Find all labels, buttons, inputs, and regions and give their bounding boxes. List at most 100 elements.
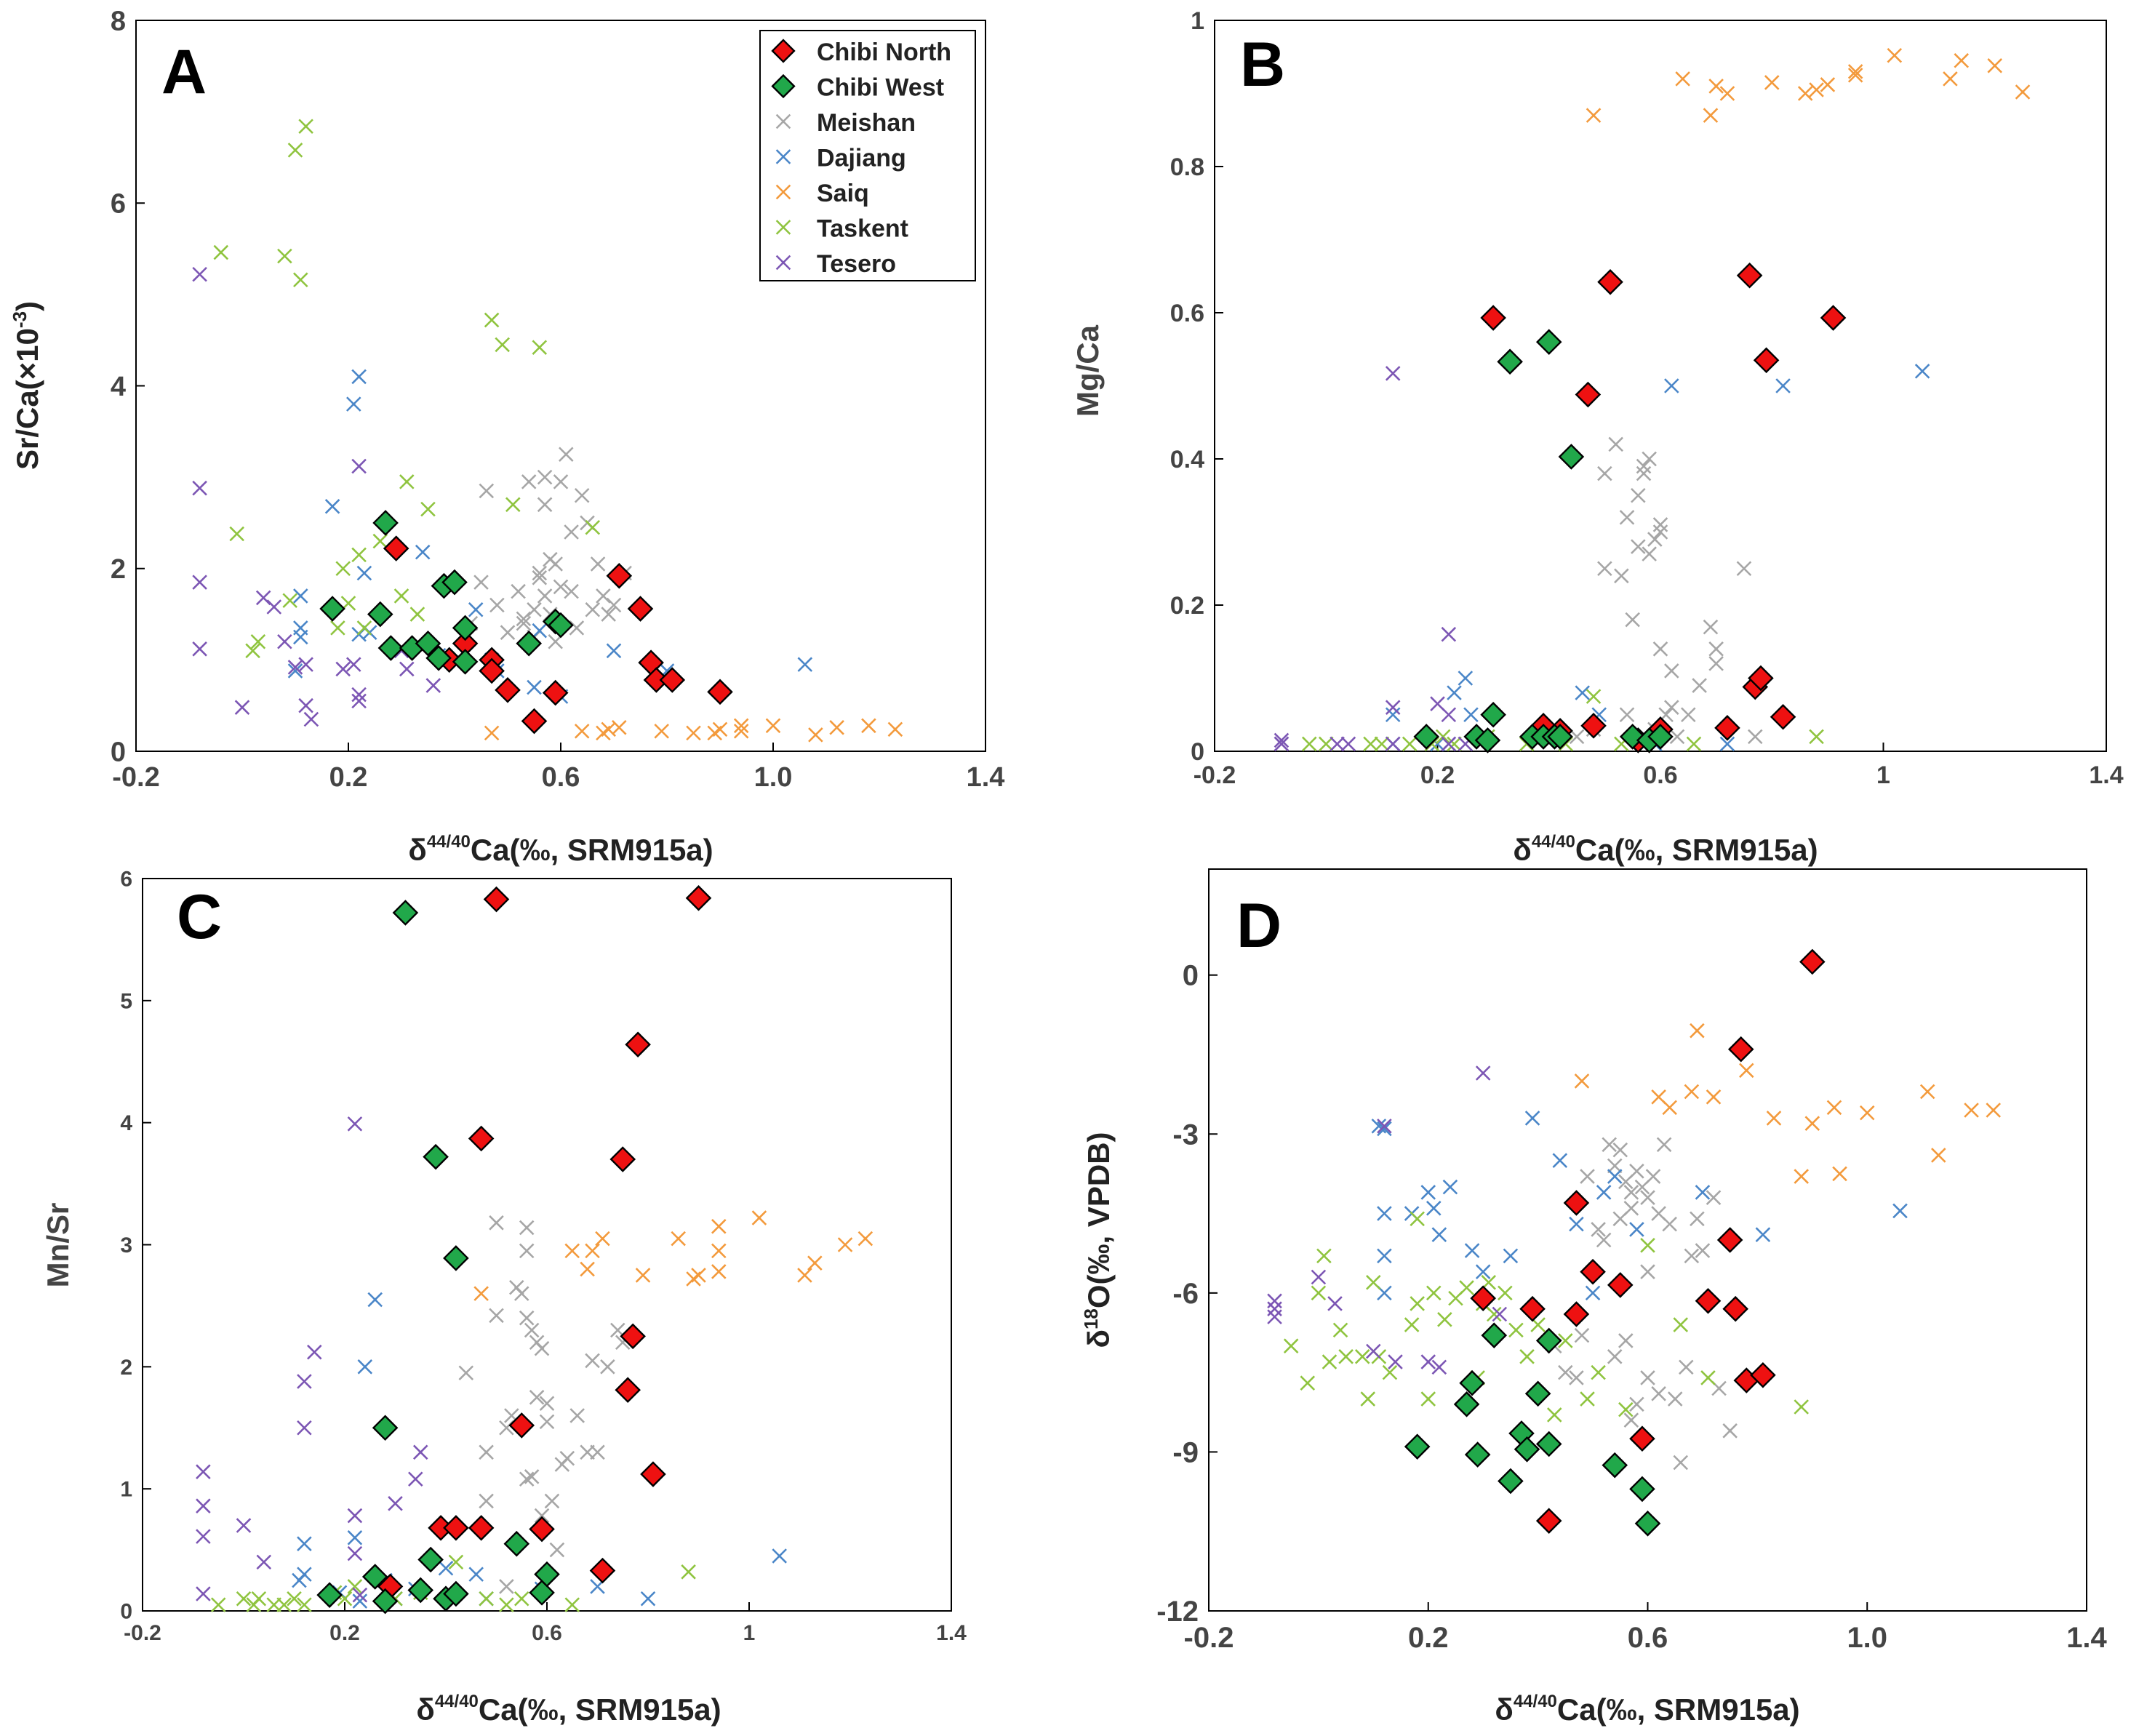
point-meishan-c-13 [529, 1390, 545, 1405]
x-tick-label-d-4: 1.4 [2066, 1622, 2107, 1654]
point-saiq-d-10 [1826, 1100, 1842, 1116]
point-meishan-a-5 [511, 583, 526, 599]
point-chibi-north-c-11 [620, 1323, 646, 1350]
series-meishan-c [458, 1215, 631, 1594]
y-tick-label-b-1: 0.2 [1170, 592, 1204, 620]
point-dajiang-d-6 [1420, 1185, 1436, 1200]
point-dajiang-d-11 [1475, 1264, 1491, 1279]
point-taskent-d-28 [1546, 1407, 1562, 1423]
point-meishan-a-21 [569, 620, 585, 636]
plot-frame-d [1208, 868, 2087, 1612]
point-chibi-west-c-5 [407, 1577, 434, 1604]
point-chibi-west-c-12 [529, 1580, 555, 1606]
point-tesero-d-4 [1327, 1296, 1343, 1311]
data-points-d [1267, 948, 2002, 1537]
point-chibi-west-b-11 [1619, 724, 1646, 750]
point-dajiang-a-6 [351, 369, 367, 385]
point-taskent-c-13 [448, 1554, 464, 1570]
point-dajiang-a-2 [293, 629, 308, 645]
point-chibi-west-c-1 [361, 1564, 388, 1590]
y-tick-label-b-2: 0.4 [1170, 446, 1204, 473]
point-meishan-a-30 [516, 611, 532, 627]
point-chibi-north-b-11 [1748, 665, 1774, 692]
series-chibi-west-d [1404, 1322, 1661, 1537]
point-chibi-west-a-10 [452, 649, 479, 675]
point-chibi-north-c-14 [685, 885, 712, 911]
point-chibi-north-c-4 [468, 1125, 495, 1152]
point-taskent-d-29 [1558, 1333, 1573, 1348]
point-chibi-west-b-10 [1558, 444, 1585, 470]
point-meishan-d-2 [1569, 1370, 1584, 1385]
point-taskent-a-8 [298, 119, 313, 135]
point-meishan-b-8 [1631, 487, 1646, 503]
series-saiq-d [1574, 1023, 2002, 1184]
x-axis-label-c-delta: δ [416, 1692, 434, 1727]
point-chibi-north-c-7 [529, 1516, 555, 1543]
point-meishan-b-19 [1669, 729, 1685, 745]
point-meishan-a-17 [553, 579, 569, 595]
y-tick-label-c-5: 5 [120, 989, 132, 1013]
data-points-b [1274, 47, 2031, 753]
point-chibi-west-b-9 [1547, 724, 1573, 750]
legend-marker-saiq [775, 184, 791, 200]
point-meishan-d-20 [1645, 1169, 1661, 1184]
y-tick-label-a-3: 6 [111, 189, 126, 220]
point-meishan-d-3 [1574, 1327, 1590, 1343]
legend-box [759, 30, 976, 281]
point-chibi-west-b-0 [1413, 724, 1439, 750]
point-chibi-west-d-4 [1481, 1322, 1508, 1348]
series-chibi-north-d [1470, 948, 1826, 1534]
point-taskent-c-1 [236, 1591, 252, 1607]
point-meishan-c-18 [539, 1396, 555, 1411]
point-saiq-c-13 [797, 1268, 812, 1283]
point-tesero-c-5 [256, 1554, 272, 1570]
point-tesero-c-1 [196, 1498, 211, 1513]
point-tesero-c-12 [352, 1587, 368, 1603]
point-meishan-a-18 [553, 474, 569, 489]
point-chibi-north-d-1 [1519, 1295, 1546, 1322]
point-meishan-b-30 [1664, 700, 1679, 715]
point-saiq-b-2 [1703, 108, 1719, 123]
point-chibi-north-c-12 [625, 1031, 651, 1058]
point-taskent-a-7 [293, 272, 308, 288]
point-tesero-c-2 [196, 1529, 211, 1544]
point-tesero-a-2 [192, 575, 207, 590]
point-meishan-a-33 [564, 583, 579, 599]
point-tesero-c-4 [236, 1518, 252, 1533]
y-tick-label-c-2: 2 [120, 1356, 132, 1380]
point-chibi-north-c-5 [483, 886, 510, 913]
point-saiq-d-8 [1794, 1169, 1809, 1184]
point-meishan-d-25 [1673, 1455, 1689, 1471]
series-saiq-b [1586, 47, 2031, 123]
x-axis-label-c: δ44/40Ca(‰, SRM915a) [416, 1692, 721, 1727]
point-dajiang-c-2 [297, 1567, 312, 1582]
point-meishan-b-21 [1692, 678, 1707, 693]
x-axis-label-d-sup: 44/40 [1514, 1692, 1557, 1711]
point-chibi-west-a-3 [377, 635, 404, 661]
y-tick-label-b-0: 0 [1191, 738, 1204, 766]
point-meishan-d-9 [1612, 1142, 1628, 1158]
point-taskent-c-16 [513, 1591, 529, 1607]
point-dajiang-d-8 [1431, 1227, 1447, 1242]
point-taskent-d-5 [1332, 1322, 1348, 1338]
point-tesero-c-11 [347, 1545, 363, 1561]
x-tick-label-d-2: 0.6 [1628, 1622, 1668, 1654]
point-saiq-b-12 [1943, 71, 1958, 87]
point-taskent-a-18 [420, 501, 436, 517]
point-meishan-a-19 [559, 447, 574, 462]
point-saiq-d-5 [1706, 1089, 1722, 1105]
point-meishan-a-22 [574, 487, 590, 503]
point-chibi-north-d-13 [1750, 1361, 1776, 1388]
point-meishan-c-19 [544, 1493, 560, 1509]
point-chibi-north-a-9 [627, 596, 654, 622]
point-meishan-b-13 [1647, 532, 1663, 547]
y-tick-label-c-1: 1 [120, 1478, 132, 1502]
legend-marker-dajiang [775, 149, 791, 164]
point-tesero-c-8 [307, 1344, 322, 1360]
point-taskent-c-15 [499, 1597, 514, 1612]
point-chibi-west-c-4 [392, 900, 419, 926]
point-dajiang-c-4 [347, 1530, 363, 1545]
point-meishan-c-17 [539, 1414, 555, 1430]
y-axis-label-d-delta: δ [1082, 1329, 1116, 1348]
point-taskent-d-19 [1459, 1280, 1474, 1295]
